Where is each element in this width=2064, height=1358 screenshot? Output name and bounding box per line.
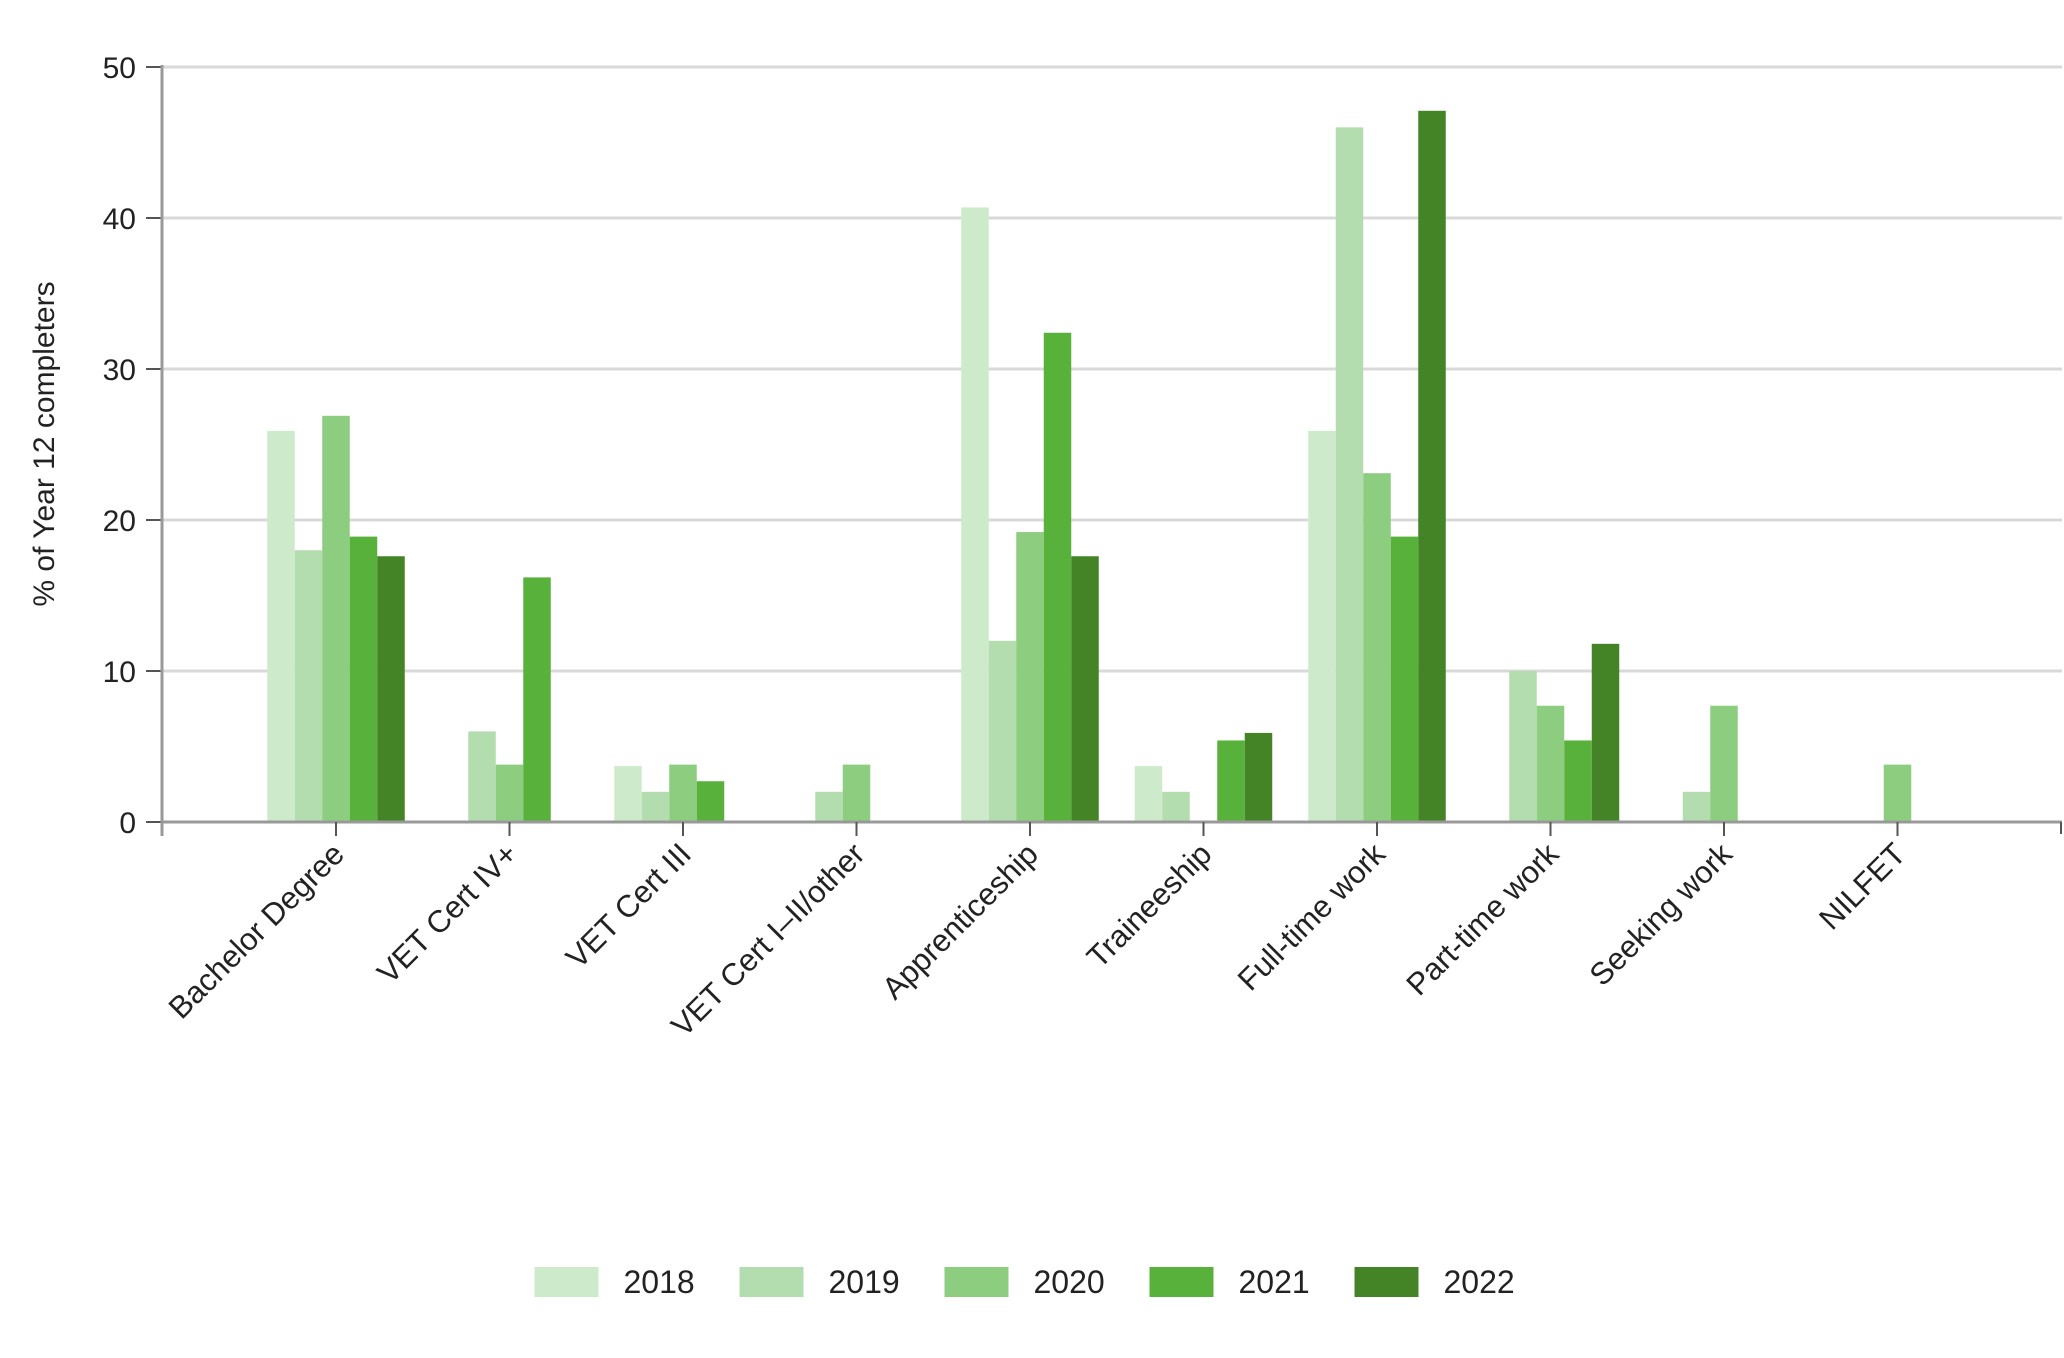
bar-apprenticeship-2019: Apprenticeship 2019: 12 <box>988 640 1017 822</box>
legend-label-2020: 2020 <box>1034 1264 1105 1300</box>
gridlines <box>162 65 2062 673</box>
x-tick-label-vet-cert-iii: VET Cert III <box>559 836 698 975</box>
bar-vet-cert-iii-2019: VET Cert III 2019: 2 <box>641 791 670 822</box>
x-tick-label-part-time-work: Part-time work <box>1399 836 1565 1002</box>
bar-bachelor-degree-2021: Bachelor Degree 2021: 18.9 <box>349 536 378 822</box>
x-tick-label-vet-cert-iv: VET Cert IV+ <box>370 836 524 990</box>
bar-bachelor-degree-2020: Bachelor Degree 2020: 26.9 <box>322 415 350 822</box>
bar-bachelor-degree-2022: Bachelor Degree 2022: 17.6 <box>377 556 405 822</box>
legend-item-2021[interactable]: 2021 <box>1149 1264 1310 1300</box>
legend-swatch-2019 <box>739 1267 804 1297</box>
bar-apprenticeship-2018: Apprenticeship 2018: 40.7 <box>961 207 989 822</box>
bar-traineeship-2019: Traineeship 2019: 2 <box>1162 791 1190 822</box>
bar-vet-cert-iii-2021: VET Cert III 2021: 2.7 <box>696 781 725 822</box>
y-tick-label-30: 30 <box>103 354 136 387</box>
legend-swatch-2018 <box>534 1267 599 1297</box>
bar-vet-cert-iv-2020: VET Cert IV+ 2020: 3.8 <box>495 764 524 822</box>
x-tick-label-nilfet: NILFET <box>1812 836 1912 936</box>
bar-apprenticeship-2022: Apprenticeship 2022: 17.6 <box>1071 556 1099 822</box>
x-tick-label-vet-cert-i-ii-other: VET Cert I–II/other <box>664 836 871 1043</box>
bar-part-time-work-2021: Part-time work 2021: 5.4 <box>1564 740 1592 822</box>
legend-label-2022: 2022 <box>1444 1264 1515 1300</box>
bars: Bachelor Degree 2018: 25.9Bachelor Degre… <box>267 110 1912 823</box>
x-tick-label-traineeship: Traineeship <box>1080 836 1218 974</box>
bar-part-time-work-2020: Part-time work 2020: 7.7 <box>1536 705 1565 822</box>
y-axis-title: % of Year 12 completers <box>28 281 61 606</box>
y-tick-label-40: 40 <box>103 203 136 236</box>
bar-traineeship-2018: Traineeship 2018: 3.7 <box>1134 766 1163 822</box>
bar-full-time-work-2022: Full-time work 2022: 47.1 <box>1418 110 1446 823</box>
bar-vet-cert-iv-2021: VET Cert IV+ 2021: 16.2 <box>523 577 551 822</box>
x-tick-label-full-time-work: Full-time work <box>1231 836 1393 998</box>
bar-traineeship-2022: Traineeship 2022: 5.9 <box>1244 732 1273 822</box>
bar-part-time-work-2019: Part-time work 2019: 10 <box>1509 671 1537 822</box>
legend-item-2022[interactable]: 2022 <box>1354 1264 1515 1300</box>
bar-seeking-work-2020: Seeking work 2020: 7.7 <box>1710 705 1738 822</box>
bar-full-time-work-2020: Full-time work 2020: 23.1 <box>1363 473 1391 822</box>
bar-vet-cert-iii-2018: VET Cert III 2018: 3.7 <box>614 766 642 822</box>
legend-item-2020[interactable]: 2020 <box>944 1264 1105 1300</box>
legend-label-2018: 2018 <box>624 1264 695 1300</box>
y-tick-label-20: 20 <box>103 505 136 538</box>
legend-item-2019[interactable]: 2019 <box>739 1264 900 1300</box>
bar-nilfet-2020: NILFET 2020: 3.8 <box>1883 764 1912 822</box>
axes <box>146 65 2062 836</box>
bar-bachelor-degree-2018: Bachelor Degree 2018: 25.9 <box>267 430 295 822</box>
legend-label-2021: 2021 <box>1239 1264 1310 1300</box>
bar-traineeship-2021: Traineeship 2021: 5.4 <box>1217 740 1245 822</box>
x-tick-label-bachelor-degree: Bachelor Degree <box>162 836 351 1025</box>
bar-vet-cert-iv-2019: VET Cert IV+ 2019: 6 <box>468 731 496 822</box>
y-tick-label-50: 50 <box>103 52 136 85</box>
bar-apprenticeship-2020: Apprenticeship 2020: 19.2 <box>1016 532 1044 822</box>
bar-vet-cert-iii-2020: VET Cert III 2020: 3.8 <box>669 764 697 822</box>
bar-vet-cert-i-ii-other-2020: VET Cert I–II/other 2020: 3.8 <box>842 764 871 822</box>
legend-label-2019: 2019 <box>829 1264 900 1300</box>
x-tick-label-seeking-work: Seeking work <box>1583 836 1740 993</box>
legend-swatch-2020 <box>944 1267 1009 1297</box>
legend-swatch-2022 <box>1354 1267 1419 1297</box>
legend-swatch-2021 <box>1149 1267 1214 1297</box>
bar-full-time-work-2019: Full-time work 2019: 46 <box>1335 127 1364 822</box>
y-tick-label-0: 0 <box>119 807 136 840</box>
bar-part-time-work-2022: Part-time work 2022: 11.8 <box>1591 643 1620 822</box>
y-tick-label-10: 10 <box>103 656 136 689</box>
bar-seeking-work-2019: Seeking work 2019: 2 <box>1682 791 1711 822</box>
bar-bachelor-degree-2019: Bachelor Degree 2019: 18 <box>294 550 323 822</box>
legend: 2018 2019 2020 2021 2022 <box>534 1264 1515 1300</box>
x-tick-label-apprenticeship: Apprenticeship <box>875 836 1045 1006</box>
bar-full-time-work-2018: Full-time work 2018: 25.9 <box>1308 430 1336 822</box>
legend-item-2018[interactable]: 2018 <box>534 1264 695 1300</box>
bar-vet-cert-i-ii-other-2019: VET Cert I–II/other 2019: 2 <box>815 791 843 822</box>
bar-apprenticeship-2021: Apprenticeship 2021: 32.4 <box>1043 332 1072 822</box>
bar-full-time-work-2021: Full-time work 2021: 18.9 <box>1390 536 1419 822</box>
